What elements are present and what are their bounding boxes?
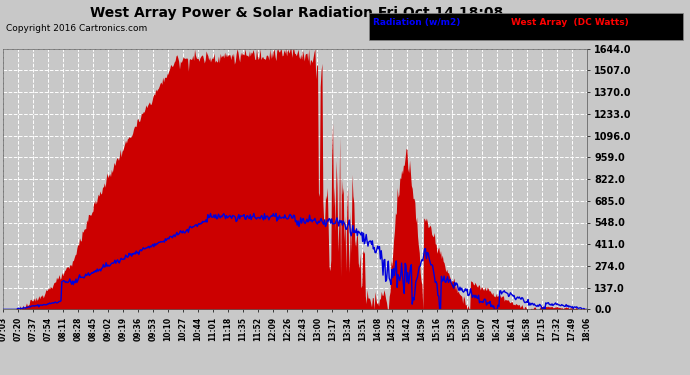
Text: Copyright 2016 Cartronics.com: Copyright 2016 Cartronics.com xyxy=(6,24,147,33)
Text: Radiation (w/m2): Radiation (w/m2) xyxy=(373,18,460,27)
Text: West Array Power & Solar Radiation Fri Oct 14 18:08: West Array Power & Solar Radiation Fri O… xyxy=(90,6,503,20)
Text: West Array  (DC Watts): West Array (DC Watts) xyxy=(511,18,629,27)
